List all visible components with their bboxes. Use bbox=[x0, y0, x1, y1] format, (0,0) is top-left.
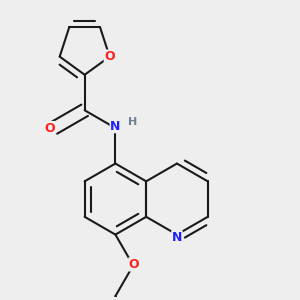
Text: O: O bbox=[44, 122, 55, 134]
Text: O: O bbox=[104, 50, 115, 63]
Text: O: O bbox=[129, 258, 140, 271]
Text: N: N bbox=[110, 120, 121, 133]
Text: N: N bbox=[172, 231, 182, 244]
Text: H: H bbox=[128, 117, 137, 128]
